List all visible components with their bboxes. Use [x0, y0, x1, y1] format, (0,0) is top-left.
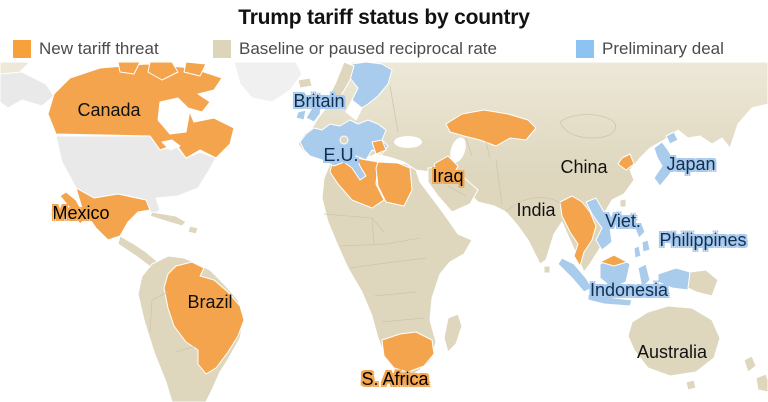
canada-arctic-island-shape	[117, 61, 141, 75]
australia-shape	[627, 305, 721, 377]
new-zealand-shape	[755, 373, 768, 393]
label-eu: E.U.	[323, 145, 359, 165]
south-america-border-line	[175, 345, 197, 353]
label-japan: Japan	[666, 154, 716, 174]
philippines-shape	[633, 245, 642, 259]
south-korea-shape	[617, 153, 635, 171]
legend-item-preliminary-deal: Preliminary deal	[576, 39, 724, 59]
beige-swatch-icon	[213, 40, 231, 58]
brazil-shape	[163, 261, 245, 375]
africa-border-line	[349, 257, 427, 269]
vietnam-shape	[585, 197, 613, 251]
eu-mainland-shape	[299, 119, 389, 181]
label-india: India	[516, 200, 556, 220]
orange-swatch-icon	[13, 40, 31, 58]
canada-arctic-island-shape	[147, 61, 179, 81]
page-title: Trump tariff status by country	[238, 6, 530, 29]
new-zealand-shape	[743, 355, 757, 373]
label-mexico: Mexico	[52, 203, 110, 223]
label-south-africa: S. Africa	[361, 369, 429, 389]
switzerland-shape	[339, 135, 349, 145]
iceland-shape	[297, 77, 313, 89]
philippines-shape	[641, 239, 651, 253]
sulawesi-shape	[637, 263, 651, 289]
legend-label: Baseline or paused reciprocal rate	[239, 39, 497, 58]
label-philippines: Philippines	[659, 230, 747, 250]
cuba-shape	[149, 211, 187, 227]
black-sea-shape	[394, 136, 422, 148]
myanmar-thailand-shape	[559, 195, 597, 267]
label-canada: Canada	[77, 100, 141, 120]
libya-shape	[375, 161, 413, 207]
baltic-sea-shape	[345, 99, 363, 121]
mexico-shape	[75, 187, 151, 241]
legend-item-new-tariff-threat: New tariff threat	[13, 39, 159, 59]
central-asia-border-line	[465, 137, 473, 157]
tasmania-shape	[685, 379, 697, 391]
taiwan-shape	[619, 198, 627, 208]
label-brazil: Brazil	[187, 292, 233, 312]
ireland-shape	[295, 109, 307, 121]
africa-border-line	[373, 291, 417, 297]
canada-arctic-island-shape	[183, 61, 207, 77]
scandinavia-eu-shape	[349, 61, 393, 111]
japan-hokkaido-shape	[665, 131, 679, 145]
baja-california-shape	[59, 191, 87, 225]
madagascar-shape	[443, 313, 463, 353]
japan-shape	[653, 141, 675, 187]
java-shape	[587, 293, 633, 307]
iraq-shape	[433, 155, 459, 179]
legend-label: New tariff threat	[39, 39, 159, 58]
greenland-shape	[233, 61, 303, 103]
label-australia: Australia	[636, 342, 708, 362]
iran-pakistan-border-line	[495, 159, 503, 205]
central-asia-border-line	[485, 141, 491, 159]
mongolia-border-line	[559, 114, 616, 139]
britain-shape	[305, 95, 323, 123]
great-lakes-shape	[161, 139, 181, 151]
philippines-shape	[633, 221, 646, 239]
sumatra-shape	[557, 257, 593, 293]
hispaniola-shape	[187, 225, 199, 235]
balkans-orange-shape	[371, 139, 387, 155]
south-america-border-line	[149, 291, 169, 333]
africa-border-line	[381, 317, 425, 323]
caspian-sea-shape	[450, 137, 466, 163]
legend-label: Preliminary deal	[602, 39, 724, 58]
central-america-shape	[117, 235, 159, 269]
malaysia-borneo-shape	[599, 254, 628, 267]
blue-swatch-icon	[576, 40, 594, 58]
papua-new-guinea-shape	[687, 269, 719, 297]
west-new-guinea-shape	[657, 267, 691, 291]
label-china: China	[560, 157, 608, 177]
label-indonesia: Indonesia	[589, 280, 669, 300]
europe-russia-border-line	[389, 85, 399, 133]
africa-border-line	[371, 217, 375, 245]
label-iraq: Iraq	[432, 166, 464, 186]
label-britain: Britain	[293, 91, 345, 111]
norway-shape	[327, 61, 355, 105]
africa-shape	[321, 155, 473, 375]
sri-lanka-shape	[543, 265, 551, 274]
algeria-shape	[329, 157, 385, 209]
kazakhstan-shape	[445, 109, 537, 147]
alaska-shape	[0, 71, 55, 109]
south-africa-shape	[381, 331, 435, 373]
label-vietnam: Viet.	[605, 211, 641, 231]
legend-item-baseline: Baseline or paused reciprocal rate	[213, 39, 497, 59]
africa-border-line	[339, 237, 421, 247]
arabia-border-line	[447, 185, 467, 197]
hudson-bay-shape	[157, 97, 191, 135]
india-china-border-line	[505, 197, 563, 213]
